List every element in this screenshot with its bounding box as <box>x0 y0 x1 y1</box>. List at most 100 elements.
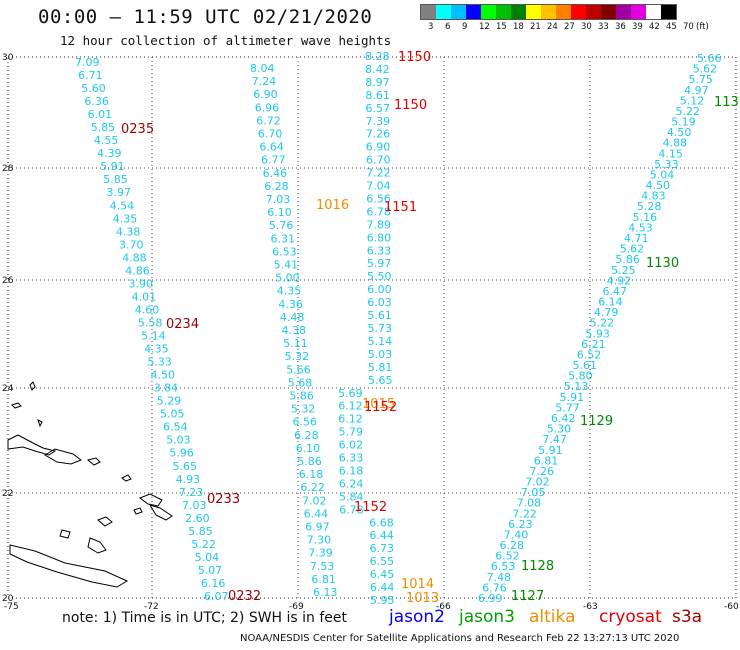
wave-height-value: 6.96 <box>255 101 280 114</box>
wave-height-value: 5.66 <box>697 52 722 65</box>
legend-s3a: s3a <box>672 607 703 627</box>
legend-altika: altika <box>529 607 576 627</box>
wave-height-value: 7.09 <box>75 56 100 69</box>
wave-height-value: 6.22 <box>300 481 325 494</box>
wave-height-value: 6.44 <box>304 507 329 520</box>
wave-height-value: 5.19 <box>671 116 696 129</box>
pass-time-label: 1151 <box>384 200 417 215</box>
pass-time-label: 1130 <box>646 256 679 271</box>
scale-label: 6 <box>445 22 451 32</box>
pass-time-label: 1152 <box>354 500 387 515</box>
wave-height-value: 7.08 <box>517 497 542 510</box>
wave-height-value: 6.44 <box>369 529 394 542</box>
wave-height-value: 5.75 <box>688 73 713 86</box>
wave-height-value: 5.84 <box>339 490 364 503</box>
wave-height-value: 8.42 <box>365 63 390 76</box>
scale-swatch <box>541 5 556 19</box>
wave-height-value: 4.60 <box>135 304 160 317</box>
legend-jason2: jason2 <box>389 607 445 627</box>
wave-height-value: 5.04 <box>650 169 675 182</box>
pass-time-label: 1150 <box>398 50 431 65</box>
wave-height-value: 3.90 <box>129 277 154 290</box>
map-frame <box>7 56 737 599</box>
wave-height-value: 5.91 <box>560 391 585 404</box>
latitude-tick-label: 24 <box>2 384 14 394</box>
wave-height-value: 5.03 <box>368 348 393 361</box>
wave-height-value: 6.10 <box>296 442 321 455</box>
wave-height-value: 5.32 <box>291 403 316 416</box>
scale-swatch <box>646 5 661 19</box>
wave-height-value: 5.86 <box>297 455 322 468</box>
latitude-tick-label: 28 <box>2 164 14 174</box>
wave-height-value: 5.65 <box>173 460 198 473</box>
longitude-tick-label: -60 <box>724 602 739 612</box>
wave-height-value: 5.61 <box>573 359 598 372</box>
wave-height-value: 6.53 <box>491 560 516 573</box>
wave-height-value: 5.07 <box>198 564 223 577</box>
wave-height-value: 4.50 <box>151 369 176 382</box>
wave-height-value: 5.00 <box>275 272 300 285</box>
wave-height-value: 6.12 <box>338 400 363 413</box>
wave-height-value: 4.50 <box>667 126 692 139</box>
wave-height-value: 6.78 <box>339 503 364 516</box>
wave-height-value: 5.81 <box>368 361 393 374</box>
wave-height-value: 5.28 <box>637 200 662 213</box>
wave-height-value: 6.18 <box>299 468 324 481</box>
scale-label: (ft) <box>696 22 709 32</box>
wave-height-value: 6.81 <box>534 454 559 467</box>
pass-time-label: 0235 <box>121 122 154 137</box>
wave-height-value: 7.05 <box>521 486 546 499</box>
wave-height-value: 6.36 <box>84 95 109 108</box>
wave-height-value: 5.11 <box>283 337 308 350</box>
wave-height-value: 5.29 <box>157 395 182 408</box>
wave-height-value: 6.46 <box>263 167 288 180</box>
longitude-tick-label: -66 <box>436 602 451 612</box>
wave-height-value: 5.14 <box>141 330 166 343</box>
scale-label: 27 <box>564 22 575 32</box>
wave-height-value: 6.02 <box>339 439 364 452</box>
wave-height-value: 5.86 <box>289 390 314 403</box>
wave-height-value: 6.56 <box>366 193 391 206</box>
wave-height-value: 3.84 <box>154 382 179 395</box>
wave-height-value: 6.33 <box>339 452 364 465</box>
wave-height-value: 5.66 <box>286 363 311 376</box>
scale-label: 15 <box>496 22 507 32</box>
wave-height-value: 6.12 <box>338 413 363 426</box>
wave-height-value: 7.89 <box>367 218 392 231</box>
wave-height-value: 3.70 <box>119 238 144 251</box>
scale-label: 21 <box>530 22 541 32</box>
color-scale-swatches <box>420 4 677 20</box>
wave-height-value: 6.18 <box>339 465 364 478</box>
wave-height-value: 5.86 <box>615 253 640 266</box>
scale-label: 30 <box>581 22 592 32</box>
wave-height-value: 6.13 <box>313 586 338 599</box>
wave-height-value: 5.85 <box>103 173 128 186</box>
pass-time-label: 1014 <box>401 577 434 592</box>
scale-swatch <box>556 5 571 19</box>
wave-height-value: 5.50 <box>367 270 392 283</box>
wave-height-value: 4.35 <box>144 343 169 356</box>
wave-height-color-scale: 3 6 9 12 15 18 21 24 27 30 33 36 39 42 45 70 (ft) <box>420 4 709 32</box>
wave-height-value: 4.38 <box>116 225 140 238</box>
wave-height-value: 4.86 <box>125 264 150 277</box>
wave-height-value: 5.61 <box>367 309 392 322</box>
wave-height-value: 6.10 <box>267 206 292 219</box>
wave-height-value: 6.99 <box>478 592 503 605</box>
wave-height-value: 6.16 <box>201 577 226 590</box>
wave-height-value: 5.79 <box>339 426 364 439</box>
wave-height-value: 4.88 <box>663 137 688 150</box>
wave-height-value: 4.39 <box>97 147 122 160</box>
wave-height-value: 6.52 <box>495 550 520 563</box>
wave-height-value: 5.95 <box>370 594 395 607</box>
wave-height-value: 6.03 <box>367 296 392 309</box>
wave-height-value: 6.54 <box>163 421 188 434</box>
scale-label: 70 <box>683 22 694 32</box>
wave-height-value: 6.73 <box>370 542 395 555</box>
wave-height-value: 6.01 <box>88 108 113 121</box>
wave-height-value: 5.77 <box>555 401 580 414</box>
wave-height-value: 6.56 <box>293 416 318 429</box>
wave-height-value: 4.35 <box>113 212 138 225</box>
wave-height-value: 3.97 <box>107 186 132 199</box>
wave-height-value: 7.02 <box>525 476 550 489</box>
wave-height-value: 6.55 <box>370 555 395 568</box>
